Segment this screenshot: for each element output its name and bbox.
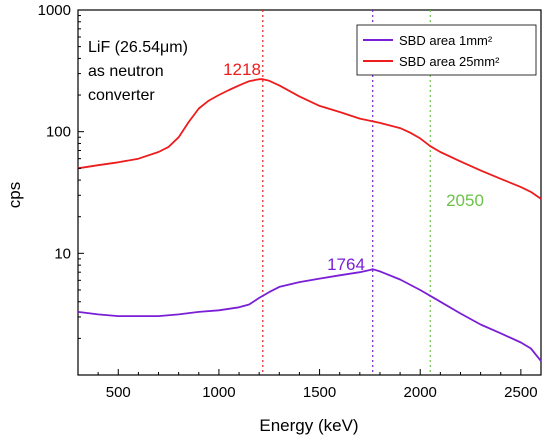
y-axis-ticks: 10 100 1000 [38, 2, 84, 376]
ref-label-2050: 2050 [446, 191, 484, 210]
annotation-line-3: converter [88, 87, 155, 104]
plot-frame [77, 9, 542, 376]
annotation-line-1: LiF (26.54μm) [88, 39, 188, 56]
x-axis-title: Energy (keV) [259, 416, 358, 435]
legend-label-1mm: SBD area 1mm² [399, 33, 493, 48]
x-tick-label: 500 [106, 384, 131, 401]
legend: SBD area 1mm² SBD area 25mm² [356, 24, 537, 76]
legend-label-25mm: SBD area 25mm² [399, 54, 500, 69]
x-tick-label: 1000 [202, 384, 235, 401]
ref-label-1218: 1218 [223, 60, 261, 79]
y-tick-label: 1000 [38, 2, 71, 19]
y-tick-label: 10 [54, 245, 71, 262]
x-tick-label: 2000 [404, 384, 437, 401]
ref-label-1764: 1764 [327, 255, 365, 274]
legend-box [356, 24, 537, 76]
x-axis-ticks: 500 1000 1500 2000 2500 [77, 369, 542, 401]
x-tick-label: 1500 [303, 384, 336, 401]
series-line-25mm [77, 78, 542, 200]
series-line-1mm [77, 268, 542, 362]
annotation-line-2: as neutron [88, 63, 164, 80]
x-tick-label: 2500 [504, 384, 537, 401]
y-axis-title: cps [5, 182, 24, 208]
y-tick-label: 100 [46, 124, 71, 141]
series-layer [77, 78, 542, 362]
annotation-note: LiF (26.54μm) as neutron converter [88, 39, 188, 104]
